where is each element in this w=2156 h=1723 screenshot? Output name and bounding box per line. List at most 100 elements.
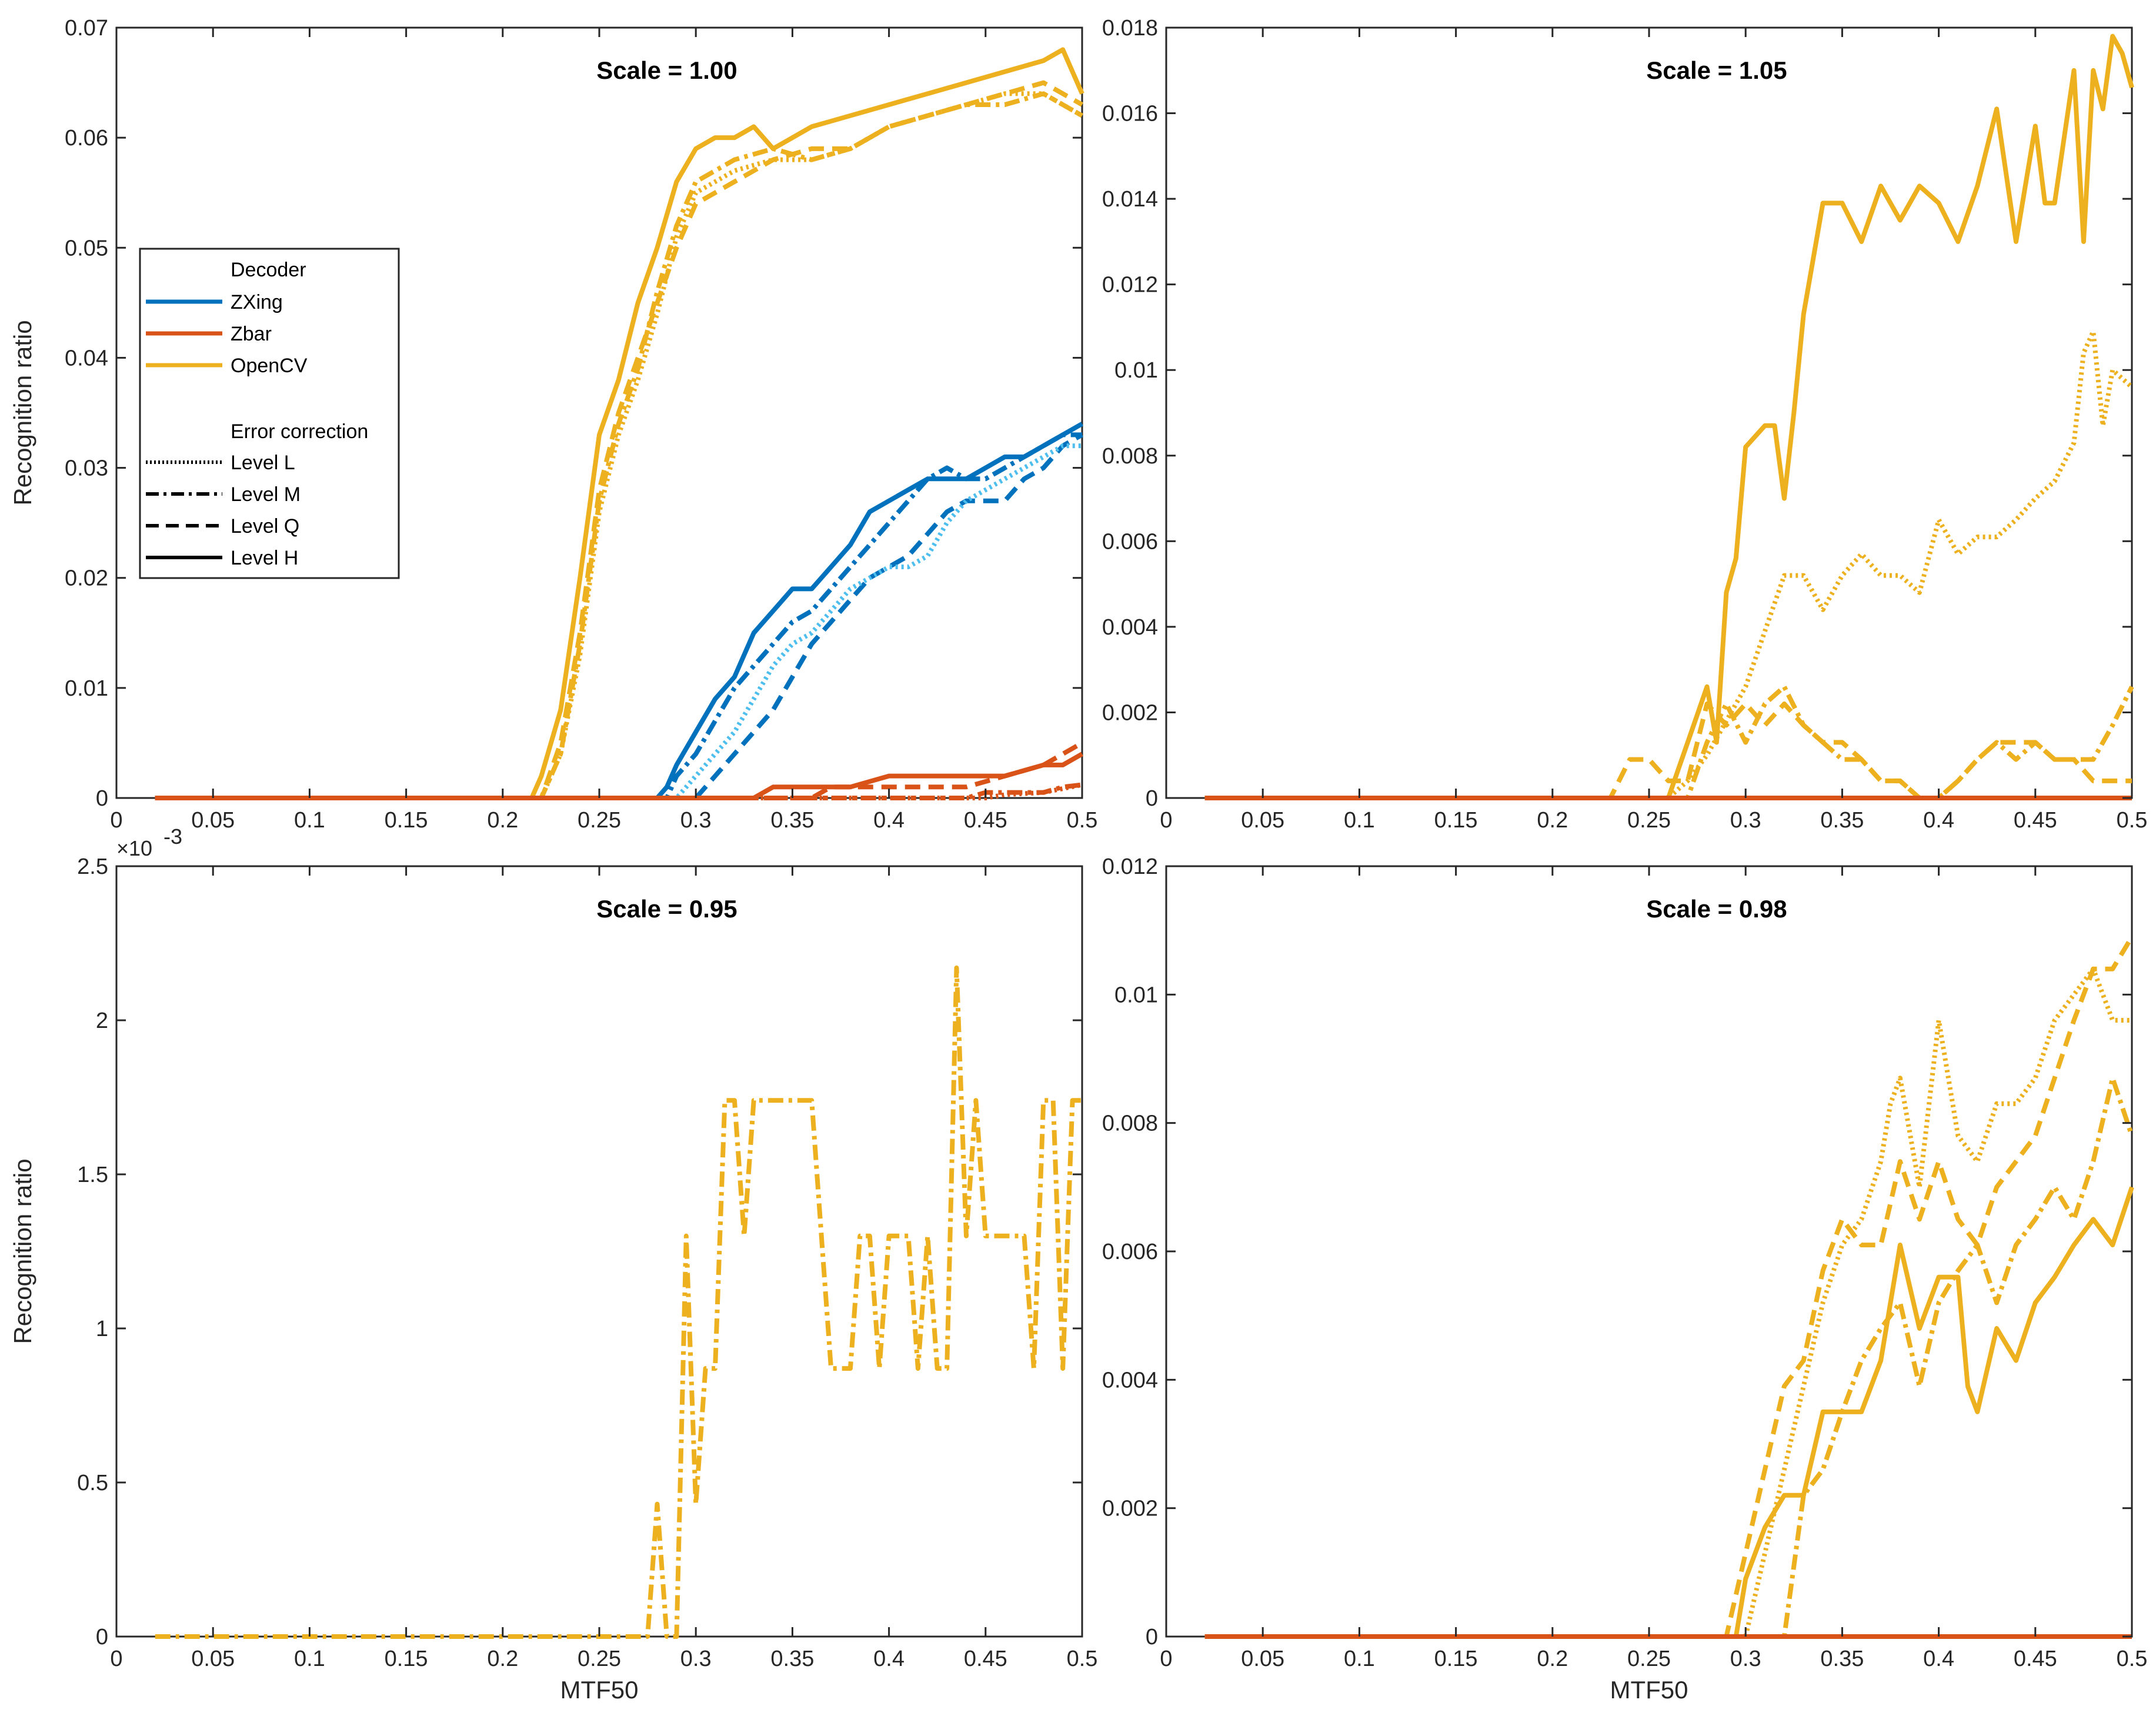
y-tick-label: 0.006: [1102, 529, 1158, 554]
x-tick-label: 0.05: [1241, 1647, 1284, 1671]
y-tick-label: 0.01: [1114, 983, 1158, 1007]
y-tick-label: 0.01: [65, 676, 108, 701]
y-tick-label: 0.008: [1102, 444, 1158, 469]
y-tick-label: 0.002: [1102, 1497, 1158, 1521]
chart-title: Scale = 1.05: [1646, 56, 1787, 84]
series-line-zbar-level-l: [155, 782, 1083, 800]
x-tick-label: 0.2: [487, 808, 518, 833]
x-tick-label: 0.4: [873, 808, 905, 833]
x-tick-label: 0.35: [770, 808, 814, 833]
x-tick-label: 0.2: [1537, 1647, 1568, 1671]
y-tick-label: 1: [96, 1317, 108, 1341]
series-line-opencv-level-h: [1204, 1186, 2134, 1639]
y-axis-multiplier: ×10: [116, 836, 152, 860]
plot-area: [1165, 865, 2133, 1638]
y-tick-label: 0.014: [1102, 187, 1158, 212]
chart-panel-4: 0 0.05 0.1 0.15 0.2 0.25 0.3 0.35 0.4 0.45 0.5 0 0.0…: [1102, 854, 2148, 1704]
x-tick-label: 0.5: [1067, 1647, 1098, 1671]
x-tick-label: 0.45: [964, 808, 1007, 833]
series-line-opencv-level-m: [155, 965, 1082, 1639]
x-tick-label: 0.35: [1820, 808, 1864, 833]
x-tick-label: 0.15: [1434, 1647, 1478, 1671]
x-tick-label: 0.15: [385, 1647, 428, 1671]
y-tick-label: 0.07: [65, 16, 108, 41]
y-tick-label: 0.004: [1102, 1368, 1158, 1393]
chart-title: Scale = 1.00: [596, 56, 737, 84]
x-tick-label: 0.4: [873, 1647, 905, 1671]
x-tick-label: 0: [110, 808, 122, 833]
x-tick-label: 0.1: [1344, 808, 1375, 833]
x-tick-label: 0.15: [385, 808, 428, 833]
x-tick-label: 0.5: [1067, 808, 1098, 833]
series-line-opencv-level-h: [155, 47, 1084, 800]
x-tick-label: 0.4: [1923, 808, 1954, 833]
y-tick-label: 2: [96, 1009, 108, 1033]
series-line-opencv-level-q: [155, 80, 1083, 800]
y-tick-label: 0.012: [1102, 273, 1158, 298]
y-tick-label: 0: [1146, 786, 1158, 811]
x-tick-label: 0.25: [1627, 1647, 1671, 1671]
x-tick-label: 0.15: [1434, 808, 1478, 833]
legend: Decoder ZXing Zbar OpenCV Error correcti…: [139, 248, 400, 579]
x-tick-label: 0: [1160, 808, 1172, 833]
series-line-zxing-level-h: [155, 422, 1083, 800]
series-line-opencv-level-l: [1204, 329, 2134, 800]
series-group: [155, 47, 1084, 800]
series-line-opencv-level-l: [155, 91, 1083, 800]
x-tick-label: 0: [1160, 1647, 1172, 1671]
y-tick-label: 0.006: [1102, 1240, 1158, 1264]
y-tick-label: 0.06: [65, 126, 108, 151]
y-tick-label: 0.01: [1114, 358, 1158, 383]
x-tick-label: 0.05: [1241, 808, 1284, 833]
x-tick-label: 0.3: [1730, 808, 1761, 833]
y-tick-label: 0: [96, 1625, 108, 1649]
legend-zxing-label: ZXing: [231, 291, 283, 313]
x-tick-label: 0.45: [2014, 1647, 2057, 1671]
y-tick-label: 0.004: [1102, 615, 1158, 640]
y-axis-label: Recognition ratio: [9, 320, 36, 505]
x-tick-label: 0.2: [1537, 808, 1568, 833]
y-tick-label: 0.5: [77, 1471, 108, 1495]
y-axis-label: Recognition ratio: [9, 1158, 36, 1344]
series-line-zxing_light-level-l: [155, 443, 1082, 800]
y-tick-label: 0.016: [1102, 102, 1158, 126]
y-tick-label: 0.03: [65, 456, 108, 481]
series-line-opencv-level-q: [1204, 701, 2132, 800]
series-line-opencv-level-m: [1204, 684, 2134, 800]
x-axis-label: MTF50: [560, 1676, 638, 1704]
x-tick-label: 0.5: [2117, 1647, 2148, 1671]
y-tick-label: 0.012: [1102, 854, 1158, 879]
y-tick-label: 1.5: [77, 1163, 108, 1187]
series-group: [1204, 34, 2134, 800]
series-line-zxing-level-m: [155, 432, 1082, 800]
x-tick-label: 0.5: [2117, 808, 2148, 833]
x-tick-label: 0.25: [578, 808, 621, 833]
x-tick-label: 0.35: [1820, 1647, 1864, 1671]
x-tick-label: 0: [110, 1647, 122, 1671]
y-tick-label: 0: [1146, 1625, 1158, 1649]
chart-title: Scale = 0.98: [1646, 895, 1787, 923]
x-tick-label: 0.25: [578, 1647, 621, 1671]
x-tick-label: 0.3: [680, 808, 712, 833]
x-tick-label: 0.25: [1627, 808, 1671, 833]
legend-level-h-label: Level H: [231, 547, 298, 569]
y-tick-label: 0: [96, 786, 108, 811]
y-tick-label: 0.04: [65, 346, 108, 370]
x-tick-label: 0.3: [680, 1647, 712, 1671]
legend-level-l-label: Level L: [231, 452, 295, 474]
y-axis-multiplier-exponent: -3: [163, 824, 182, 849]
y-tick-label: 0.002: [1102, 700, 1158, 725]
series-line-opencv-level-q: [1204, 936, 2134, 1639]
series-line-zbar-level-q: [155, 740, 1083, 800]
series-line-opencv-level-m: [1204, 1076, 2134, 1639]
legend-level-q-label: Level Q: [231, 515, 299, 537]
y-tick-label: 0.008: [1102, 1111, 1158, 1136]
series-group: [155, 965, 1082, 1639]
x-tick-label: 0.05: [191, 808, 235, 833]
chart-panel-3: 0 0.05 0.1 0.15 0.2 0.25 0.3 0.35 0.4 0.45 0.5 0 0.5…: [9, 824, 1097, 1704]
x-tick-label: 0.35: [770, 1647, 814, 1671]
y-tick-label: 0.02: [65, 566, 108, 591]
chart-panel-2: 0 0.05 0.1 0.15 0.2 0.25 0.3 0.35 0.4 0.45 0.5 0 0.0…: [1102, 16, 2148, 833]
series-group: [1204, 936, 2134, 1639]
